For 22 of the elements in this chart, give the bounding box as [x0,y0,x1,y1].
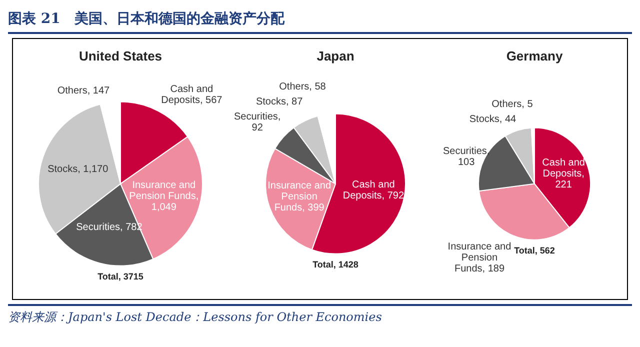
slice-label: Insurance and Pension Funds, 189 [448,241,512,274]
chart-title: United States [78,48,162,64]
slice-label: Securities, 92 [234,111,280,134]
slice-label: Insurance and Pension Funds, 399 [267,180,331,214]
text: Total, 562 [514,245,555,256]
slice-label: Cash and Deposits, 221 [542,157,585,190]
slice-label: Insurance and Pension Funds, 1,049 [129,180,199,213]
text: Total, 1428 [312,259,358,270]
text: 资料来源：Japan's Lost Decade：Lessons for Other Economies [8,309,383,326]
slice-label: Others, 58 [278,82,326,93]
chart-title: Japan [316,48,354,64]
chart-title: Germany [506,48,564,64]
slice-label: Others, 147 [57,86,110,97]
slice-label: Stocks, 1,170 [48,164,109,175]
slice-label: Others, 5 [492,99,534,110]
slice-label: Cash and Deposits, 792 [342,180,404,202]
text: Total, 3715 [98,271,144,282]
slice-label: Stocks, 44 [469,114,516,125]
slice-label: Stocks, 87 [255,96,303,108]
slice-label: Cash and Deposits, 567 [161,84,223,106]
slice-label: Securities, 103 [443,146,490,168]
chart-subtitle: 图表 21 美国、日本和德国的金融资产分配 [8,8,632,34]
